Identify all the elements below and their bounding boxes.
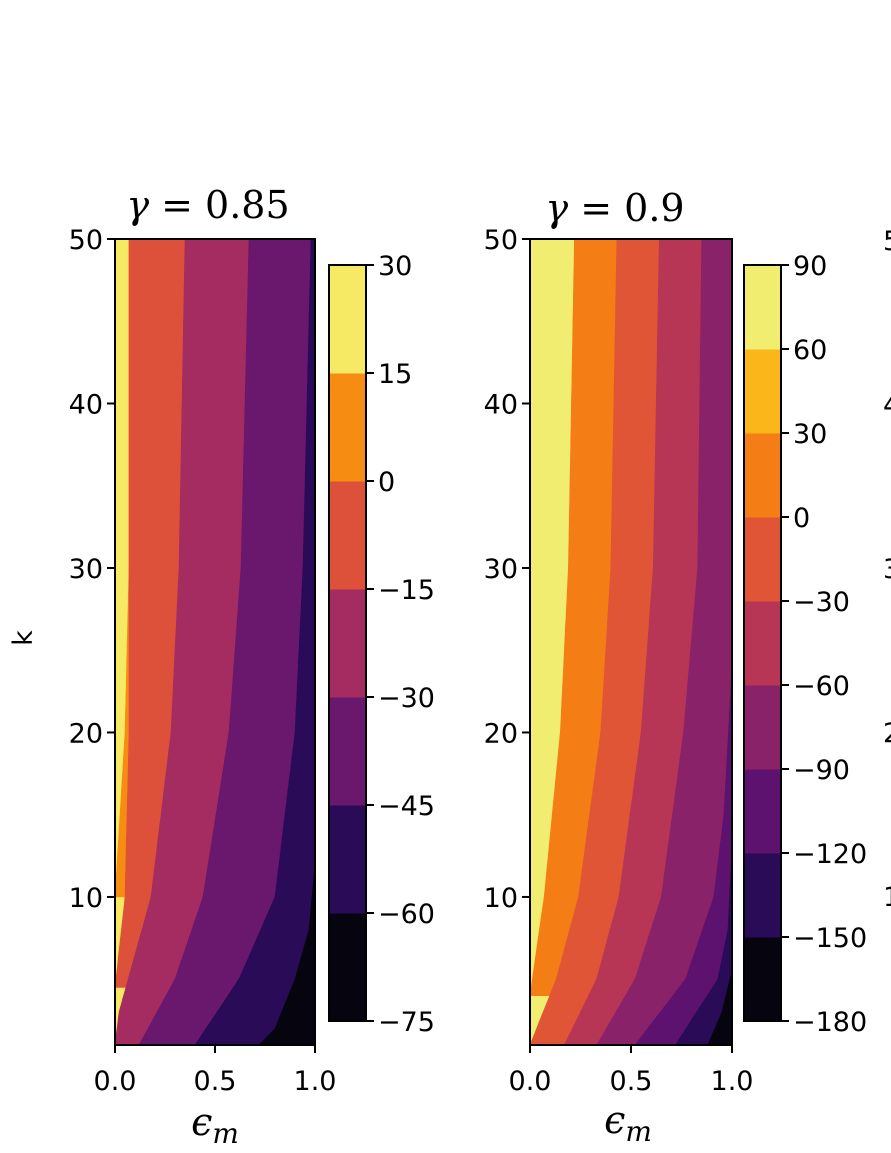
panel-2-colorbar-band xyxy=(744,349,781,434)
panel-2-region-below--60 xyxy=(596,238,733,1046)
panel-2-colorbar-tick-label: −150 xyxy=(793,923,867,954)
panel-2-title-value: = 0.9 xyxy=(568,186,684,230)
partial-panel-3-y-tick-label: 5 xyxy=(883,226,891,257)
panel-1-colorbar-frame xyxy=(328,264,367,1022)
panel-1-colorbar-tick-label: −15 xyxy=(378,575,435,606)
panel-1-region-below--30 xyxy=(138,238,316,1046)
panel-1-colorbar-band xyxy=(329,265,366,374)
panel-2-region-below--90 xyxy=(634,666,733,1046)
panel-1-colorbar-band xyxy=(329,697,366,806)
panel-gamma-085: γ = 0.85 10 20 30 40 50 0.0 0.5 1.0 ϵm k −75 −6… xyxy=(8,183,435,1150)
panel-2-colorbar-band xyxy=(744,601,781,686)
panel-1-title-value: = 0.85 xyxy=(149,183,290,227)
panel-2-title: γ = 0.9 xyxy=(545,186,684,230)
panel-2-x-tick-label: 0.0 xyxy=(509,1066,552,1097)
panel-2-region-below--120 xyxy=(674,847,733,1046)
partial-panel-3-y-tick-label: 4 xyxy=(883,390,891,421)
panel-1-colorbar-band xyxy=(329,913,366,1022)
panel-2-colorbar-tick-label: −30 xyxy=(793,587,850,618)
panel-1-y-tick-label: 40 xyxy=(69,389,103,420)
partial-panel-3-y-tick-label: 3 xyxy=(883,554,891,585)
panel-2-colorbar-band xyxy=(744,517,781,602)
panel-2-x-tick-label: 0.5 xyxy=(610,1066,653,1097)
panel-1-x-axis-label: ϵm xyxy=(191,1100,239,1150)
panel-1-x-tick-label: 0.0 xyxy=(94,1066,137,1097)
panel-2-title-var: γ xyxy=(545,186,568,230)
panel-1-colorbar-band xyxy=(329,805,366,914)
panel-1-x-label-var: ϵ xyxy=(191,1100,212,1144)
panel-2-contour-regions xyxy=(529,238,733,1046)
panel-1-colorbar-tick-label: 30 xyxy=(378,251,412,282)
panel-1-colorbar-band xyxy=(329,373,366,482)
panel-1-x-label-sub: m xyxy=(212,1117,239,1150)
panel-2-colorbar-tick-label: −90 xyxy=(793,755,850,786)
panel-1-y-tick-label: 10 xyxy=(69,883,103,914)
panel-2-colorbar-band xyxy=(744,769,781,854)
panel-2-y-tick-label: 50 xyxy=(484,225,518,256)
panel-1-x-tick-label: 1.0 xyxy=(294,1066,337,1097)
panel-2-colorbar-tick-label: 30 xyxy=(793,419,827,450)
panel-gamma-09: γ = 0.9 10 20 30 40 50 0.0 0.5 1.0 ϵm −180 −150… xyxy=(484,186,868,1148)
panel-2-colorbar-tick-label: −60 xyxy=(793,671,850,702)
panel-1-contour-regions xyxy=(114,238,316,1046)
panel-1-title: γ = 0.85 xyxy=(126,183,289,227)
panel-2-y-tick-label: 10 xyxy=(484,883,518,914)
partial-panel-3-y-tick-label: 1 xyxy=(883,882,891,913)
panel-1-x-tick-label: 0.5 xyxy=(194,1066,237,1097)
panel-2-y-axis: 10 20 30 40 50 xyxy=(484,225,530,914)
panel-2-colorbar-band xyxy=(744,265,781,350)
panel-1-colorbar-tick-label: −60 xyxy=(378,899,435,930)
panel-2-colorbar-tick-label: −180 xyxy=(793,1007,867,1038)
panel-2-x-axis-label: ϵm xyxy=(604,1098,652,1148)
partial-panel-3-y-ticks: 5 4 3 2 1 xyxy=(883,226,891,913)
panel-2-colorbar-frame xyxy=(743,264,782,1022)
panel-1-y-axis: 10 20 30 40 50 xyxy=(69,225,115,914)
panel-1-colorbar: −75 −60 −45 −30 −15 0 15 30 xyxy=(329,251,435,1038)
panel-1-y-tick-label: 50 xyxy=(69,225,103,256)
panel-1-x-axis: 0.0 0.5 1.0 xyxy=(94,1045,337,1097)
panel-2-region-below--150 xyxy=(707,970,733,1046)
panel-1-region-below--60 xyxy=(258,864,316,1046)
panel-1-colorbar-tick-label: 15 xyxy=(378,359,412,390)
panel-1-title-var: γ xyxy=(126,183,149,227)
panel-1-colorbar-tick-label: −45 xyxy=(378,791,435,822)
panel-2-y-tick-label: 20 xyxy=(484,718,518,749)
panel-1-y-tick-label: 20 xyxy=(69,718,103,749)
panel-2-x-tick-label: 1.0 xyxy=(711,1066,754,1097)
panel-1-region-below--45 xyxy=(194,238,316,1046)
panel-2-colorbar-band xyxy=(744,853,781,938)
panel-1-colorbar-band xyxy=(329,481,366,590)
panel-1-y-axis-label: k xyxy=(8,630,39,646)
panel-2-colorbar-band xyxy=(744,937,781,1022)
panel-2-colorbar-tick-label: 90 xyxy=(793,251,827,282)
panel-2-colorbar-band xyxy=(744,685,781,770)
partial-panel-3-y-tick-label: 2 xyxy=(883,718,891,749)
panel-1-colorbar-tick-label: −30 xyxy=(378,683,435,714)
panel-2-colorbar-band xyxy=(744,433,781,518)
panel-1-y-tick-label: 30 xyxy=(69,554,103,585)
panel-1-colorbar-tick-label: −75 xyxy=(378,1007,435,1038)
panel-2-colorbar-tick-label: −120 xyxy=(793,839,867,870)
panel-1-colorbar-band xyxy=(329,589,366,698)
panel-2-y-tick-label: 30 xyxy=(484,554,518,585)
panel-2-colorbar-tick-label: 0 xyxy=(793,503,810,534)
panel-2-colorbar: −180 −150 −120 −90 −60 −30 0 30 60 90 xyxy=(744,251,867,1038)
panel-2-colorbar-tick-label: 60 xyxy=(793,335,827,366)
panel-2-x-label-var: ϵ xyxy=(604,1098,625,1142)
panel-2-y-tick-label: 40 xyxy=(484,389,518,420)
panel-2-x-label-sub: m xyxy=(625,1115,652,1148)
panel-2-x-axis: 0.0 0.5 1.0 xyxy=(509,1045,754,1097)
panel-1-colorbar-tick-label: 0 xyxy=(378,467,395,498)
